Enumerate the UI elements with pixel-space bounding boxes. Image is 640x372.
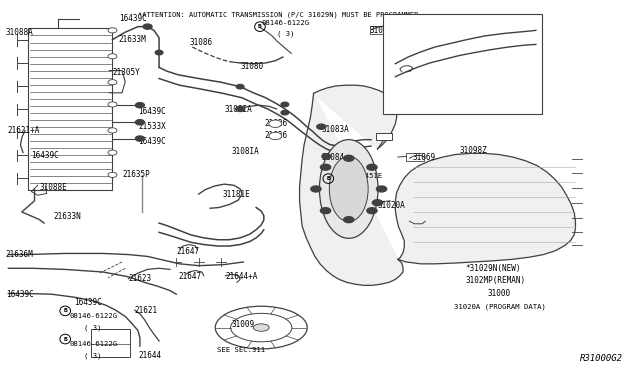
Circle shape <box>344 155 354 161</box>
Text: 21644: 21644 <box>138 351 161 360</box>
Circle shape <box>143 24 152 29</box>
Text: 21621: 21621 <box>135 306 158 315</box>
Text: 16439C: 16439C <box>119 14 147 23</box>
Circle shape <box>136 136 145 141</box>
Circle shape <box>236 84 244 89</box>
Text: 31084: 31084 <box>322 153 345 162</box>
Polygon shape <box>300 93 575 285</box>
Text: 21533X: 21533X <box>138 122 166 131</box>
Circle shape <box>136 103 145 108</box>
Text: 31080: 31080 <box>241 62 264 71</box>
Circle shape <box>108 102 117 107</box>
Text: B: B <box>63 337 67 341</box>
Circle shape <box>311 186 321 192</box>
Text: 21633N: 21633N <box>54 212 81 221</box>
Text: ( 3): ( 3) <box>84 352 101 359</box>
Circle shape <box>372 200 383 206</box>
Circle shape <box>321 164 331 170</box>
Ellipse shape <box>330 156 368 222</box>
Circle shape <box>108 150 117 155</box>
Circle shape <box>317 124 326 129</box>
Text: 31086: 31086 <box>189 38 213 47</box>
Text: 16439C: 16439C <box>31 151 59 160</box>
Text: 21644+A: 21644+A <box>225 272 258 280</box>
Bar <box>376 133 392 140</box>
Text: *ATTENTION: AUTOMATIC TRANSMISSION (P/C 31029N) MUST BE PROGRAMMED.: *ATTENTION: AUTOMATIC TRANSMISSION (P/C … <box>138 11 423 17</box>
Text: 16439C: 16439C <box>6 290 33 299</box>
Bar <box>28 29 113 190</box>
Circle shape <box>322 154 331 159</box>
Text: 31083A: 31083A <box>321 125 349 134</box>
Circle shape <box>367 208 377 214</box>
Bar <box>406 153 424 161</box>
Circle shape <box>281 102 289 107</box>
Text: 31000: 31000 <box>487 289 511 298</box>
Circle shape <box>236 106 244 112</box>
Text: 31009: 31009 <box>232 320 255 329</box>
Text: 08124-0451E: 08124-0451E <box>335 173 383 179</box>
Text: 21647: 21647 <box>176 247 200 256</box>
Text: 16439C: 16439C <box>74 298 102 307</box>
Text: 21636M: 21636M <box>6 250 33 259</box>
Text: 31020A (PROGRAM DATA): 31020A (PROGRAM DATA) <box>454 303 546 310</box>
Text: 31082E: 31082E <box>448 29 476 39</box>
Text: SEE SEC.311: SEE SEC.311 <box>216 347 265 353</box>
Text: 16439C: 16439C <box>138 108 166 116</box>
Polygon shape <box>314 85 397 149</box>
Text: 21626: 21626 <box>264 131 287 141</box>
Text: ( 3): ( 3) <box>84 324 101 331</box>
Text: B: B <box>326 176 330 181</box>
Text: 31181E: 31181E <box>223 190 251 199</box>
Circle shape <box>136 120 145 125</box>
Text: R31000G2: R31000G2 <box>580 354 623 363</box>
Text: B: B <box>258 24 262 29</box>
Text: ( 3): ( 3) <box>348 184 365 190</box>
Text: 31069: 31069 <box>413 153 436 162</box>
Circle shape <box>156 50 163 55</box>
Bar <box>92 330 130 357</box>
Ellipse shape <box>319 140 378 238</box>
Text: 16439C: 16439C <box>138 137 166 146</box>
Circle shape <box>108 128 117 133</box>
Text: 3102MP(REMAN): 3102MP(REMAN) <box>466 276 525 285</box>
Ellipse shape <box>253 324 269 331</box>
Circle shape <box>281 110 289 115</box>
Text: 21305Y: 21305Y <box>113 68 140 77</box>
Text: 08146-6122G: 08146-6122G <box>70 314 118 320</box>
Bar <box>370 26 390 34</box>
Text: 21633M: 21633M <box>119 35 147 44</box>
Text: 31098Z: 31098Z <box>460 145 487 154</box>
Text: 21621+A: 21621+A <box>7 126 40 135</box>
Text: 21647: 21647 <box>178 272 202 281</box>
Circle shape <box>108 28 117 33</box>
Circle shape <box>108 54 117 59</box>
Circle shape <box>321 208 331 214</box>
Circle shape <box>376 186 387 192</box>
Text: 08146-6122G: 08146-6122G <box>261 20 309 26</box>
Circle shape <box>269 120 282 128</box>
Circle shape <box>108 80 117 85</box>
Text: 3108IA: 3108IA <box>232 147 260 156</box>
Text: 31082U: 31082U <box>370 26 397 35</box>
Text: B: B <box>63 308 67 313</box>
Text: ( 3): ( 3) <box>276 31 294 37</box>
Text: 31088E: 31088E <box>39 183 67 192</box>
Circle shape <box>344 217 354 223</box>
Text: *31029N(NEW): *31029N(NEW) <box>466 264 521 273</box>
Text: 31082E: 31082E <box>419 74 447 83</box>
Circle shape <box>269 132 282 140</box>
Text: 08146-6122G: 08146-6122G <box>70 341 118 347</box>
Text: 21626: 21626 <box>264 119 287 128</box>
Text: 3108IA: 3108IA <box>224 105 252 114</box>
Circle shape <box>367 164 377 170</box>
Bar <box>383 14 542 114</box>
Circle shape <box>108 172 117 177</box>
Text: 31088A: 31088A <box>6 28 33 37</box>
Text: 21623: 21623 <box>129 274 152 283</box>
Text: 21635P: 21635P <box>122 170 150 179</box>
Text: 31020A: 31020A <box>378 201 405 210</box>
